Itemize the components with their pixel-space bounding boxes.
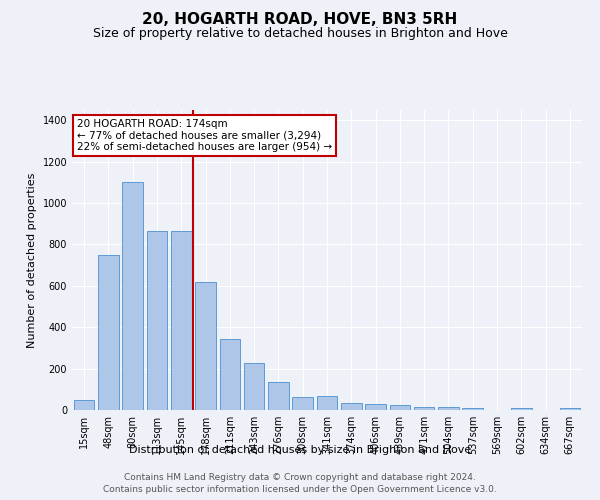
Text: Distribution of detached houses by size in Brighton and Hove: Distribution of detached houses by size … xyxy=(129,445,471,455)
Bar xyxy=(292,396,313,410)
Bar xyxy=(195,282,216,410)
Text: 20 HOGARTH ROAD: 174sqm
← 77% of detached houses are smaller (3,294)
22% of semi: 20 HOGARTH ROAD: 174sqm ← 77% of detache… xyxy=(77,119,332,152)
Bar xyxy=(414,407,434,410)
Bar xyxy=(463,408,483,410)
Bar xyxy=(511,408,532,410)
Bar xyxy=(122,182,143,410)
Bar xyxy=(146,231,167,410)
Text: Size of property relative to detached houses in Brighton and Hove: Size of property relative to detached ho… xyxy=(92,28,508,40)
Bar xyxy=(98,255,119,410)
Bar xyxy=(438,407,459,410)
Bar xyxy=(341,404,362,410)
Bar xyxy=(268,382,289,410)
Text: Contains public sector information licensed under the Open Government Licence v3: Contains public sector information licen… xyxy=(103,486,497,494)
Bar xyxy=(171,231,191,410)
Bar xyxy=(317,396,337,410)
Bar xyxy=(220,338,240,410)
Text: 20, HOGARTH ROAD, HOVE, BN3 5RH: 20, HOGARTH ROAD, HOVE, BN3 5RH xyxy=(142,12,458,28)
Bar xyxy=(389,405,410,410)
Bar xyxy=(244,364,265,410)
Bar xyxy=(365,404,386,410)
Bar xyxy=(560,408,580,410)
Y-axis label: Number of detached properties: Number of detached properties xyxy=(27,172,37,348)
Bar xyxy=(74,400,94,410)
Text: Contains HM Land Registry data © Crown copyright and database right 2024.: Contains HM Land Registry data © Crown c… xyxy=(124,473,476,482)
